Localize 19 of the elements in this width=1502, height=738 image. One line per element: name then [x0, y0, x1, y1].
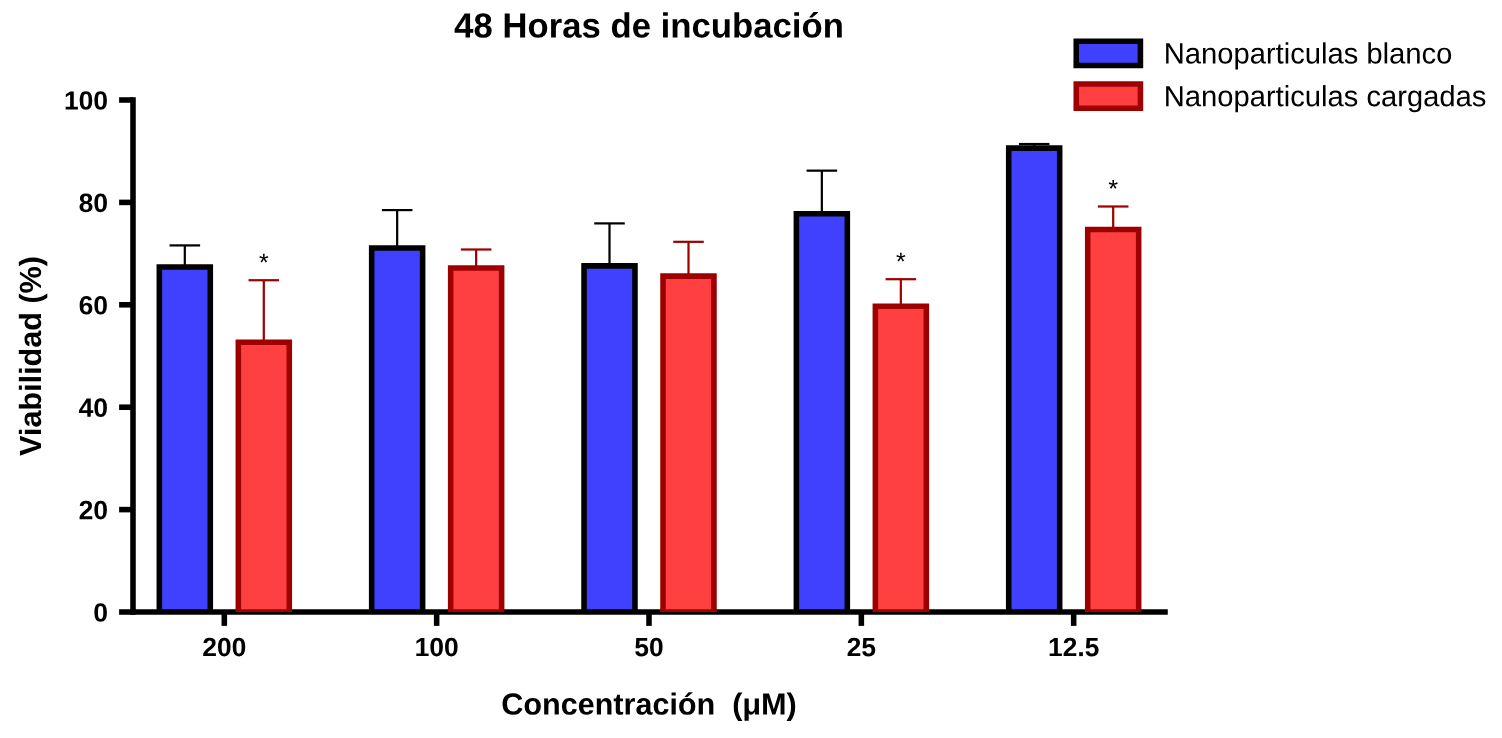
legend-label: Nanoparticulas blanco — [1166, 42, 1452, 70]
legend-label: Nanoparticulas cargadas — [1166, 85, 1486, 113]
annotation: * — [896, 252, 906, 262]
y-tick-label: 100 — [65, 91, 107, 110]
annotation: * — [1108, 179, 1118, 189]
x-axis-title: Concentración (μM) — [502, 692, 796, 721]
x-tick-label: 200 — [203, 637, 246, 657]
x-tick-label: 50 — [635, 637, 663, 657]
y-tick-label: 40 — [79, 398, 107, 418]
y-axis-title: Viabilidad (%) — [18, 257, 48, 456]
annotation: * — [259, 253, 269, 263]
x-tick-label: 12.5 — [1049, 637, 1099, 657]
y-tick-label: 20 — [79, 500, 107, 520]
y-tick-label: 80 — [79, 193, 107, 213]
x-tick-label: 25 — [847, 637, 876, 657]
chart-title: 48 Horas de incubación — [454, 12, 842, 38]
y-tick-label: 0 — [94, 603, 107, 622]
y-tick-label: 60 — [79, 295, 107, 315]
x-tick-label: 100 — [416, 637, 458, 657]
